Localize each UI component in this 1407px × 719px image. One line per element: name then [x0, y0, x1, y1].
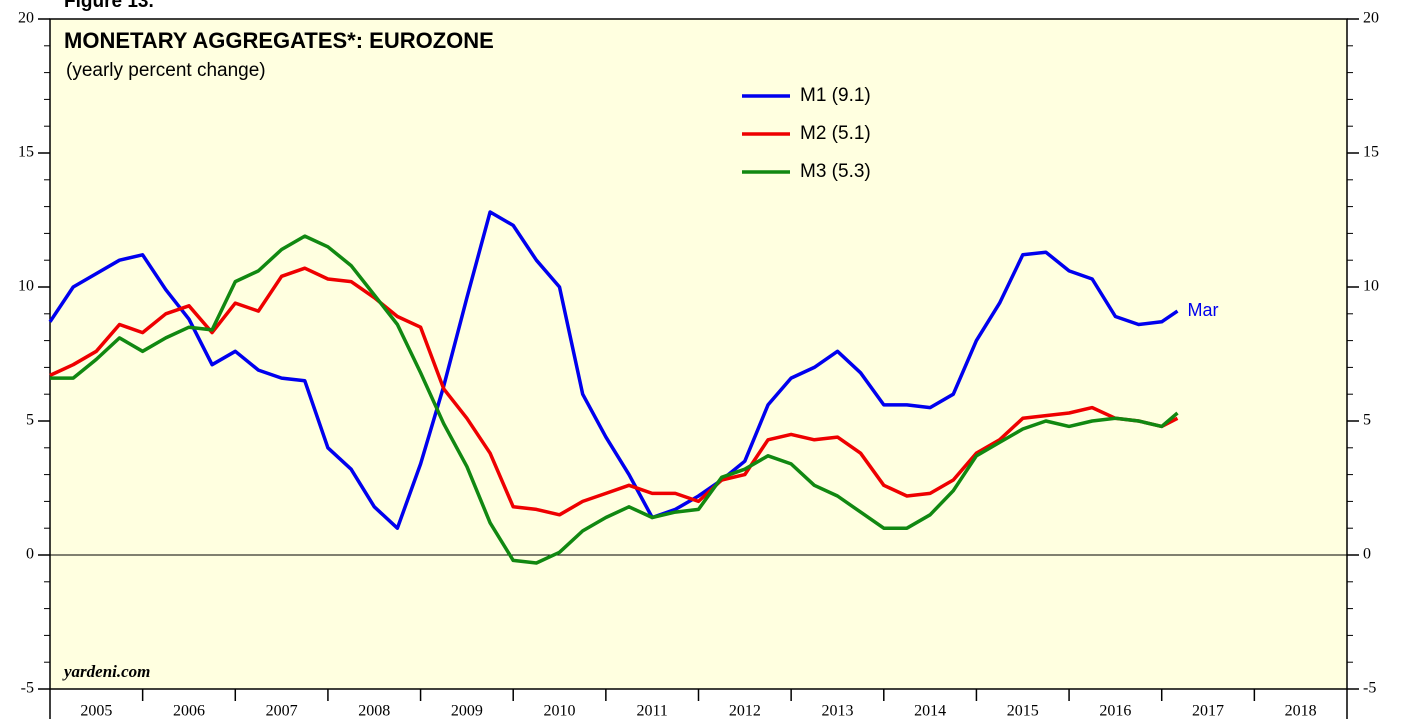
y2-tick-label: 20 — [1363, 10, 1379, 27]
data-line — [49, 266, 1179, 517]
y2-tick-label: -5 — [1363, 680, 1376, 697]
annotation: Mar — [1187, 300, 1218, 320]
x-tick-label: 2010 — [544, 703, 576, 719]
legend-label: M2 (5.1) — [800, 123, 871, 144]
chart-subtitle: (yearly percent change) — [66, 60, 266, 81]
x-tick-label: 2012 — [729, 703, 761, 719]
x-tick-label: 2016 — [1099, 703, 1131, 719]
y-tick-label: 5 — [26, 412, 34, 429]
x-tick-label: 2009 — [451, 703, 483, 719]
x-tick-label: 2007 — [266, 703, 298, 719]
x-tick-label: 2014 — [914, 703, 946, 719]
data-line — [50, 234, 1179, 565]
x-tick-label: 2005 — [80, 703, 112, 719]
y2-tick-label: 0 — [1363, 546, 1371, 563]
y2-tick-label: 10 — [1363, 278, 1379, 295]
y2-tick-label: 5 — [1363, 412, 1371, 429]
chart-title: MONETARY AGGREGATES*: EUROZONE — [64, 28, 494, 53]
x-tick-label: 2018 — [1285, 703, 1317, 719]
x-tick-label: 2008 — [358, 703, 390, 719]
legend-label: M1 (9.1) — [800, 85, 871, 106]
y-tick-label: 0 — [26, 546, 34, 563]
figure-label: Figure 13. — [64, 0, 154, 12]
y-tick-label: 10 — [18, 278, 34, 295]
y-tick-label: 15 — [18, 144, 34, 161]
x-tick-label: 2013 — [821, 703, 853, 719]
legend-label: M3 (5.3) — [800, 161, 871, 182]
y2-tick-label: 15 — [1363, 144, 1379, 161]
x-tick-label: 2006 — [173, 703, 205, 719]
y-tick-label: 20 — [18, 10, 34, 27]
plot-area — [49, 18, 1348, 690]
x-tick-label: 2015 — [1007, 703, 1039, 719]
source: yardeni.com — [62, 662, 150, 681]
x-tick-label: 2017 — [1192, 703, 1224, 719]
data-line — [48, 210, 1179, 530]
y-tick-label: -5 — [21, 680, 34, 697]
x-tick-label: 2011 — [636, 703, 667, 719]
